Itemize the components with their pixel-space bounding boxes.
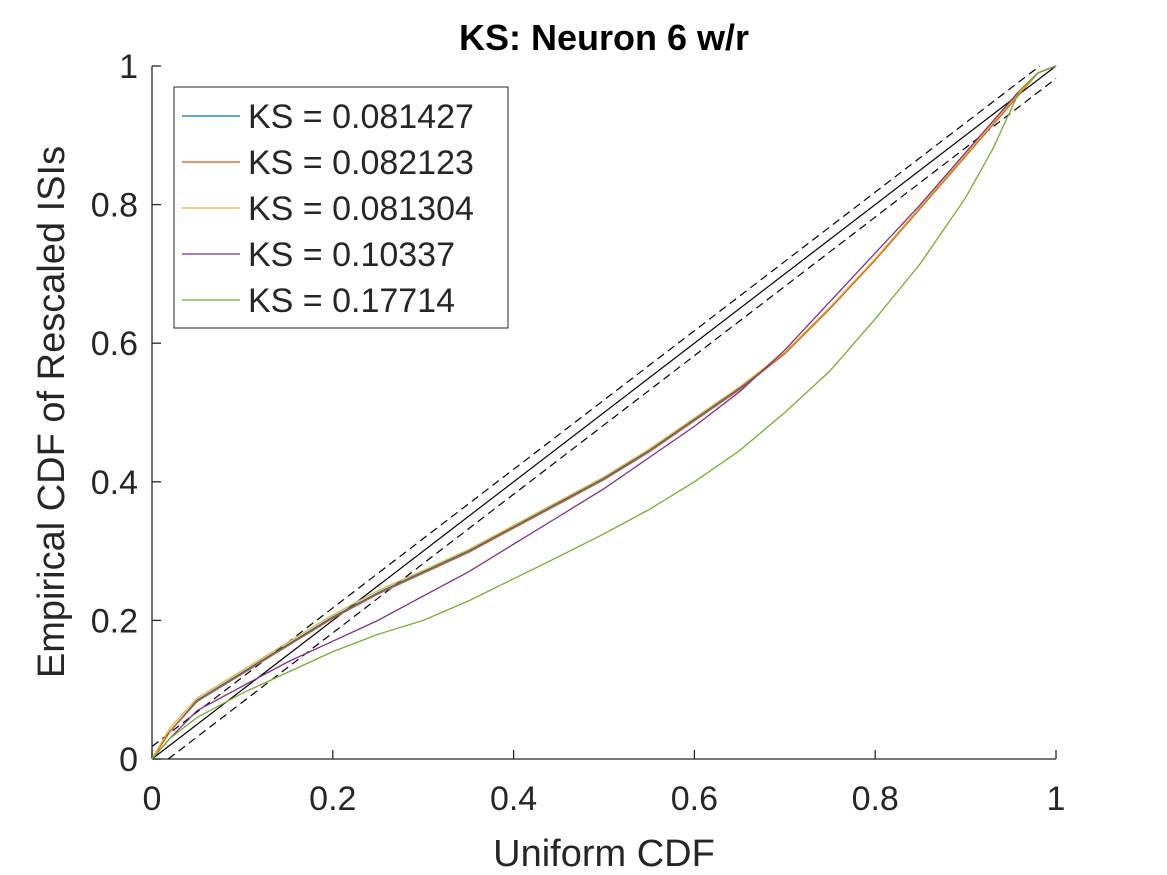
legend-label: KS = 0.081304 [248, 190, 474, 228]
x-tick-label: 0.2 [309, 780, 356, 818]
legend-label: KS = 0.081427 [248, 98, 474, 136]
x-axis-label: Uniform CDF [493, 833, 715, 875]
y-tick-label: 0.4 [91, 464, 138, 502]
series-line-3 [151, 65, 1057, 760]
series-line-2 [151, 65, 1057, 760]
x-tick-label: 0.4 [490, 780, 537, 818]
y-tick-label: 1 [119, 48, 138, 86]
x-tick-label: 0.8 [852, 780, 899, 818]
y-tick-label: 0.8 [91, 187, 138, 225]
x-tick-label: 0.6 [671, 780, 718, 818]
series-line-4 [151, 65, 1057, 760]
lower-confidence-bound [167, 77, 1057, 760]
y-tick-label: 0.2 [91, 602, 138, 640]
series-lines [151, 65, 1057, 760]
chart-title: KS: Neuron 6 w/r [459, 17, 749, 58]
series-line-5 [151, 65, 1057, 760]
x-tick-label: 1 [1047, 780, 1066, 818]
legend-label: KS = 0.17714 [248, 282, 455, 320]
confidence-bounds [151, 65, 1057, 760]
legend-label: KS = 0.10337 [248, 236, 455, 274]
y-tick-label: 0.6 [91, 325, 138, 363]
plot-area: 0 0.2 0.4 0.6 0.8 1 0 0.2 0.4 0.6 0.8 1 [91, 48, 1066, 818]
y-tick-label: 0 [119, 741, 138, 779]
axis-ticks: 0 0.2 0.4 0.6 0.8 1 0 0.2 0.4 0.6 0.8 1 [91, 48, 1066, 818]
upper-confidence-bound [151, 65, 1041, 748]
diagonal-reference-line [151, 65, 1057, 760]
legend: KS = 0.081427 KS = 0.082123 KS = 0.081304 K… [173, 86, 509, 329]
x-tick-label: 0 [143, 780, 162, 818]
y-axis-label: Empirical CDF of Rescaled ISIs [31, 146, 73, 678]
legend-label: KS = 0.082123 [248, 144, 474, 182]
